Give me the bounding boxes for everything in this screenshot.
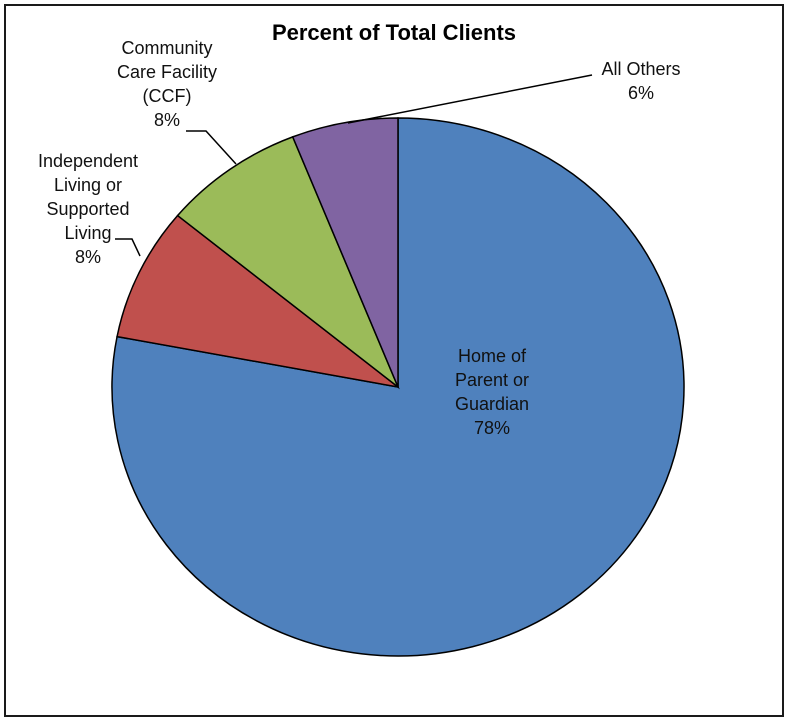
- slice-label-independent-living-or-supported-living-line-2: Living or: [54, 175, 122, 195]
- slice-label-community-care-facility-ccf-line-1: Community: [121, 38, 212, 58]
- slice-label-home-of-parent-or-guardian-line-2: Parent or: [455, 370, 529, 390]
- slice-label-all-others-line-1: All Others: [601, 59, 680, 79]
- leader-line-independent-living-or-supported-living: [115, 238, 141, 257]
- slice-label-home-of-parent-or-guardian-line-1: Home of: [458, 346, 527, 366]
- slice-label-independent-living-or-supported-living-line-3: Supported: [46, 199, 129, 219]
- slice-percent-all-others: 6%: [628, 83, 654, 103]
- pie-slice-independent-living-or-supported-living: [116, 214, 399, 388]
- slice-percent-home-of-parent-or-guardian: 78%: [474, 418, 510, 438]
- leader-line-community-care-facility-ccf: [186, 130, 237, 165]
- pie-slice-community-care-facility-ccf: [176, 135, 400, 390]
- slice-percent-independent-living-or-supported-living: 8%: [75, 247, 101, 267]
- leader-line-all-others: [347, 74, 593, 124]
- chart-title: Percent of Total Clients: [271, 20, 517, 45]
- pie-slice-all-others: [291, 117, 399, 388]
- slice-label-independent-living-or-supported-living-line-1: Independent: [38, 151, 138, 171]
- slice-label-independent-living-or-supported-living-line-4: Living: [64, 223, 111, 243]
- slice-label-home-of-parent-or-guardian-line-3: Guardian: [455, 394, 529, 414]
- slice-percent-community-care-facility-ccf: 8%: [154, 110, 180, 130]
- slice-label-community-care-facility-ccf-line-3: (CCF): [143, 86, 192, 106]
- slice-label-community-care-facility-ccf-line-2: Care Facility: [117, 62, 217, 82]
